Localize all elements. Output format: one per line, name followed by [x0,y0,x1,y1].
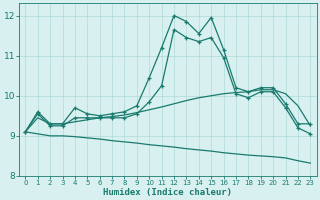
X-axis label: Humidex (Indice chaleur): Humidex (Indice chaleur) [103,188,232,197]
